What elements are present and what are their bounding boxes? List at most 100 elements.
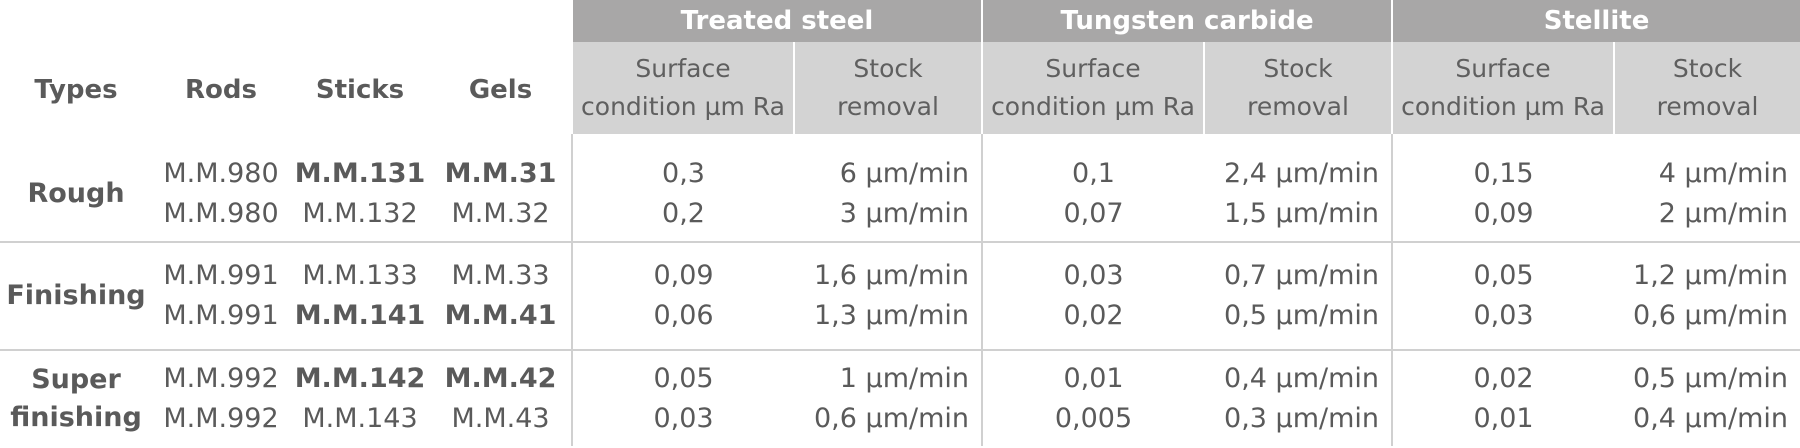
value: 2,4 µm/min <box>1224 157 1380 189</box>
stellite-surface-cell: 0,15 0,09 <box>1391 134 1615 243</box>
value: 0,4 µm/min <box>1633 402 1789 434</box>
type-label-line: finishing <box>10 401 142 433</box>
gels-cell: M.M.42 M.M.43 <box>430 350 572 446</box>
steel-surface-cell: 0,3 0,2 <box>571 134 794 243</box>
value: 1 µm/min <box>839 362 970 394</box>
type-label-line: Rough <box>27 177 125 209</box>
product-code: M.M.141 <box>294 300 426 331</box>
subheader-stellite-surface: Surface condition µm Ra <box>1391 42 1615 134</box>
group-header-treated-steel: Treated steel <box>570 0 983 42</box>
value: 0,03 <box>1473 300 1534 331</box>
subheader-line: removal <box>837 92 939 121</box>
sticks-cell: M.M.133 M.M.141 <box>290 242 430 351</box>
steel-removal-cell: 1,6 µm/min 1,3 µm/min <box>794 242 983 351</box>
carbide-removal-cell: 0,4 µm/min 0,3 µm/min <box>1204 350 1392 446</box>
subheader-line: removal <box>1656 92 1759 121</box>
rods-cell: M.M.991 M.M.991 <box>152 242 290 351</box>
subheader-line: Surface <box>1045 54 1141 83</box>
rods-cell: M.M.992 M.M.992 <box>152 350 290 446</box>
value: 0,05 <box>653 362 714 394</box>
carbide-surface-cell: 0,03 0,02 <box>981 242 1205 351</box>
table-row-finishing: Finishing M.M.991 M.M.991 M.M.133 M.M.14… <box>0 242 1800 351</box>
product-code: M.M.992 <box>163 362 279 394</box>
value: 1,2 µm/min <box>1633 260 1789 291</box>
value: 0,03 <box>1063 260 1124 291</box>
subheader-line: Surface <box>635 54 731 83</box>
stellite-removal-cell: 0,5 µm/min 0,4 µm/min <box>1614 350 1800 446</box>
steel-removal-cell: 6 µm/min 3 µm/min <box>794 134 983 243</box>
value: 0,3 µm/min <box>1224 402 1380 434</box>
gels-cell: M.M.31 M.M.32 <box>430 134 572 243</box>
product-code: M.M.991 <box>163 260 279 291</box>
product-code: M.M.980 <box>163 157 279 189</box>
subheader-line: removal <box>1247 92 1349 121</box>
subheader-line: Stock <box>1263 54 1333 83</box>
column-header-rods: Rods <box>185 75 257 105</box>
value: 4 µm/min <box>1658 157 1789 189</box>
value: 0,005 <box>1054 402 1133 434</box>
product-code: M.M.991 <box>163 300 279 331</box>
table-row-super-finishing: Super finishing M.M.992 M.M.992 M.M.142 … <box>0 350 1800 446</box>
product-code: M.M.980 <box>163 197 279 229</box>
product-code: M.M.32 <box>451 197 550 229</box>
group-header-stellite: Stellite <box>1391 0 1800 42</box>
rods-cell: M.M.980 M.M.980 <box>152 134 290 243</box>
product-code: M.M.133 <box>302 260 418 291</box>
table-row-rough: Rough M.M.980 M.M.980 M.M.131 M.M.132 M.… <box>0 134 1800 243</box>
value: 6 µm/min <box>839 157 970 189</box>
value: 0,06 <box>653 300 714 331</box>
value: 0,1 <box>1072 157 1115 189</box>
subheader-line: Stock <box>1672 54 1743 83</box>
sticks-cell: M.M.142 M.M.143 <box>290 350 430 446</box>
stellite-removal-cell: 1,2 µm/min 0,6 µm/min <box>1614 242 1800 351</box>
product-code: M.M.131 <box>294 157 426 189</box>
value: 0,09 <box>653 260 714 291</box>
carbide-removal-cell: 0,7 µm/min 0,5 µm/min <box>1204 242 1393 351</box>
subheader-line: condition µm Ra <box>1401 92 1605 121</box>
carbide-removal-cell: 2,4 µm/min 1,5 µm/min <box>1204 134 1393 243</box>
product-code: M.M.143 <box>302 402 418 434</box>
subheader-carbide-surface: Surface condition µm Ra <box>981 42 1205 134</box>
product-code: M.M.43 <box>451 402 550 434</box>
subheader-stellite-removal: Stock removal <box>1613 42 1800 134</box>
steel-surface-cell: 0,05 0,03 <box>571 350 794 446</box>
column-header-sticks: Sticks <box>315 75 405 105</box>
value: 1,3 µm/min <box>814 300 970 331</box>
subheader-line: condition µm Ra <box>991 92 1195 121</box>
carbide-surface-cell: 0,01 0,005 <box>981 350 1205 446</box>
product-code: M.M.41 <box>444 300 557 331</box>
value: 0,5 µm/min <box>1224 300 1380 331</box>
product-code: M.M.31 <box>444 157 557 189</box>
steel-surface-cell: 0,09 0,06 <box>571 242 794 351</box>
product-code: M.M.142 <box>294 362 426 394</box>
value: 0,03 <box>653 402 714 434</box>
subheader-line: condition µm Ra <box>581 92 785 121</box>
product-code: M.M.42 <box>444 362 557 394</box>
gels-cell: M.M.33 M.M.41 <box>430 242 572 351</box>
value: 0,07 <box>1063 197 1124 229</box>
product-code: M.M.33 <box>451 260 550 291</box>
subheader-carbide-removal: Stock removal <box>1203 42 1393 134</box>
product-code: M.M.132 <box>302 197 418 229</box>
value: 0,01 <box>1063 362 1124 394</box>
subheader-steel-surface: Surface condition µm Ra <box>571 42 794 134</box>
subheader-line: Stock <box>853 54 923 83</box>
value: 0,6 µm/min <box>1633 300 1789 331</box>
value: 0,02 <box>1473 362 1534 394</box>
value: 0,02 <box>1063 300 1124 331</box>
product-code: M.M.992 <box>163 402 279 434</box>
value: 0,15 <box>1473 157 1534 189</box>
value: 0,5 µm/min <box>1633 362 1789 394</box>
value: 0,09 <box>1473 197 1534 229</box>
value: 0,4 µm/min <box>1224 362 1380 394</box>
sticks-cell: M.M.131 M.M.132 <box>290 134 430 243</box>
type-label: Rough <box>0 134 152 243</box>
stellite-surface-cell: 0,05 0,03 <box>1391 242 1615 351</box>
subheader-steel-removal: Stock removal <box>792 42 983 134</box>
subheader-line: Surface <box>1455 54 1551 83</box>
type-label: Super finishing <box>0 350 152 446</box>
column-header-gels: Gels <box>468 75 533 105</box>
type-label: Finishing <box>0 242 152 351</box>
value: 0,7 µm/min <box>1224 260 1380 291</box>
